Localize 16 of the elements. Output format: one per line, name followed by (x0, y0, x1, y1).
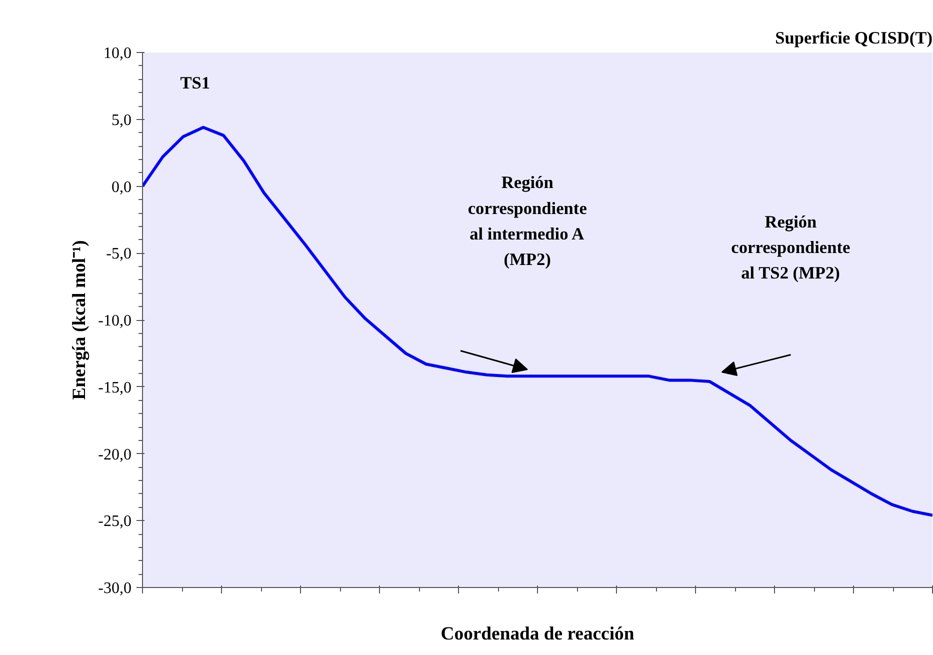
y-tick-label: -15,0 (98, 379, 132, 396)
line-series (142, 126, 932, 517)
annotation: Región correspondiente al intermedio A (MP2) (468, 173, 588, 270)
y-tick-label: -10,0 (98, 312, 132, 330)
y-tick-label: -30,0 (98, 580, 132, 597)
y-axis-title: Energía (kcal mol⁻¹) (69, 240, 90, 400)
y-tick-label: -20,0 (98, 446, 132, 464)
chart-title: Superficie QCISD(T) (775, 28, 933, 48)
y-tick-label: 0,0 (112, 178, 132, 196)
y-tick-label: 5,0 (112, 112, 132, 129)
annotation: TS1 (180, 74, 210, 93)
annotation: Región correspondiente al TS2 (MP2) (731, 212, 851, 283)
y-tick-label: 10,0 (104, 45, 132, 62)
y-tick-label: -5,0 (106, 246, 132, 263)
y-tick-label: -25,0 (98, 513, 132, 530)
x-axis-title: Coordenada de reacción (440, 624, 635, 644)
